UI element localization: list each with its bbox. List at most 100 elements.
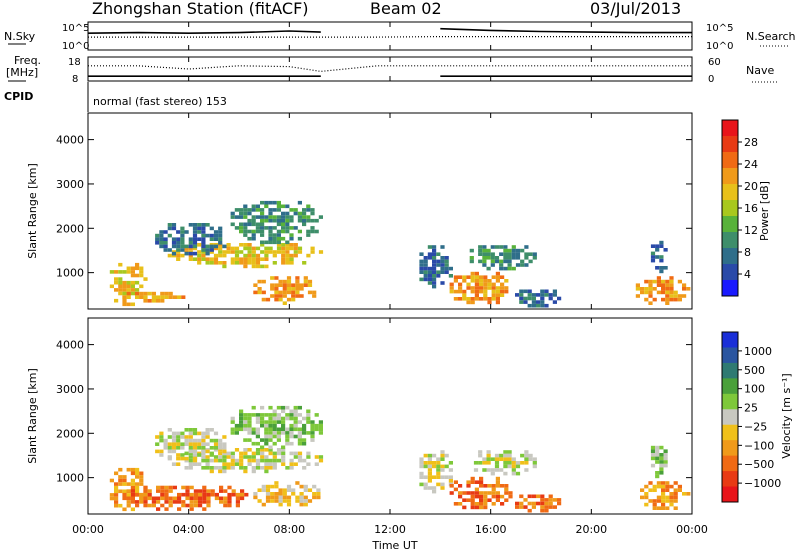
heat-cell-1 bbox=[219, 500, 224, 504]
heat-cell-5 bbox=[260, 218, 265, 223]
heat-cell-2 bbox=[213, 458, 219, 463]
heat-cell-4 bbox=[180, 248, 185, 252]
power-ylabel: Slant Range [km] bbox=[26, 163, 39, 259]
heat-cell-8 bbox=[524, 468, 529, 472]
heat-cell-6 bbox=[440, 263, 445, 267]
colorbar-tick-label-6: −500 bbox=[744, 458, 774, 471]
heat-cell-8 bbox=[507, 450, 512, 454]
heat-cell-2 bbox=[234, 246, 240, 251]
heat-cell-2 bbox=[218, 458, 223, 463]
heat-cell-6 bbox=[432, 475, 437, 479]
heat-cell-5 bbox=[310, 218, 315, 223]
heat-cell-5 bbox=[272, 416, 277, 421]
heat-cell-6 bbox=[423, 475, 428, 479]
heat-cell-9 bbox=[536, 494, 541, 499]
heat-cell-8 bbox=[515, 256, 521, 260]
heat-cell-2 bbox=[239, 451, 244, 456]
heat-cell-7 bbox=[479, 289, 484, 294]
heat-cell-2 bbox=[222, 462, 227, 466]
heat-cell-1 bbox=[143, 492, 148, 497]
heat-cell-10 bbox=[665, 301, 670, 305]
heat-cell-2 bbox=[289, 451, 294, 456]
heat-cell-2 bbox=[218, 261, 223, 265]
heat-cell-8 bbox=[490, 468, 495, 472]
heat-cell-6 bbox=[436, 475, 441, 479]
heat-cell-2 bbox=[293, 455, 298, 459]
heat-cell-2 bbox=[205, 261, 210, 265]
heat-cell-5 bbox=[297, 200, 302, 205]
heat-cell-5 bbox=[285, 229, 290, 234]
heat-cell-4 bbox=[163, 442, 168, 446]
heat-cell-8 bbox=[503, 453, 508, 458]
heat-cell-2 bbox=[243, 455, 248, 459]
heat-cell-8 bbox=[490, 245, 495, 249]
heat-cell-0 bbox=[130, 291, 135, 296]
heat-cell-0 bbox=[109, 270, 114, 274]
heat-cell-8 bbox=[503, 245, 508, 249]
heat-cell-7 bbox=[491, 487, 496, 492]
heat-cell-4 bbox=[188, 449, 193, 454]
heat-cell-2 bbox=[302, 458, 307, 463]
heat-cell-1 bbox=[151, 299, 156, 303]
heat-cell-5 bbox=[276, 222, 281, 227]
heat-cell-7 bbox=[491, 491, 496, 495]
heat-cell-1 bbox=[206, 496, 211, 501]
heat-cell-0 bbox=[135, 489, 140, 494]
freq-left-unit: [MHz] bbox=[6, 66, 38, 79]
heat-cell-2 bbox=[230, 261, 235, 265]
heat-cell-10 bbox=[661, 279, 666, 284]
heat-cell-4 bbox=[176, 438, 181, 443]
heat-cell-5 bbox=[293, 423, 298, 428]
heat-cell-9 bbox=[544, 303, 549, 308]
heat-cell-3 bbox=[307, 279, 313, 284]
heat-cell-9 bbox=[519, 494, 524, 499]
heat-cell-6 bbox=[419, 482, 424, 487]
heat-cell-5 bbox=[230, 420, 235, 424]
heat-cell-1 bbox=[185, 489, 190, 493]
heat-cell-3 bbox=[278, 495, 283, 500]
heat-cell-6 bbox=[432, 277, 437, 282]
heat-cell-3 bbox=[270, 276, 275, 280]
heat-cell-2 bbox=[306, 455, 311, 459]
heat-cell-4 bbox=[180, 456, 185, 461]
heat-cell-2 bbox=[234, 261, 240, 265]
heat-cell-7 bbox=[462, 293, 467, 297]
heat-cell-0 bbox=[114, 503, 119, 508]
heat-cell-8 bbox=[490, 457, 495, 461]
heat-cell-2 bbox=[197, 462, 202, 466]
heat-cell-5 bbox=[243, 416, 248, 421]
heat-cell-6 bbox=[432, 256, 437, 260]
heat-cell-2 bbox=[197, 253, 202, 258]
heat-cell-8 bbox=[515, 263, 521, 267]
heat-cell-2 bbox=[255, 462, 261, 466]
heat-cell-2 bbox=[222, 451, 227, 456]
heat-cell-3 bbox=[282, 290, 287, 295]
heat-cell-2 bbox=[268, 458, 273, 463]
heat-cell-2 bbox=[226, 250, 231, 254]
heat-cell-11 bbox=[659, 453, 664, 457]
heat-cell-7 bbox=[491, 289, 496, 294]
heat-cell-1 bbox=[147, 496, 152, 501]
heat-cell-1 bbox=[214, 492, 219, 497]
colorbar-tick-label-4: 20 bbox=[744, 180, 758, 193]
heat-cell-0 bbox=[126, 302, 131, 307]
heat-cell-2 bbox=[260, 448, 265, 452]
heat-cell-3 bbox=[299, 294, 304, 298]
heat-cell-2 bbox=[184, 458, 189, 463]
colorbar-swatch-7 bbox=[722, 232, 738, 249]
heat-cell-10 bbox=[669, 279, 674, 284]
heat-cell-5 bbox=[293, 405, 298, 410]
heat-cell-10 bbox=[648, 279, 653, 284]
nsky-left-tick-bottom: 10^0 bbox=[62, 41, 89, 52]
heat-cell-1 bbox=[185, 503, 190, 508]
heat-cell-3 bbox=[270, 287, 275, 291]
heat-cell-7 bbox=[470, 279, 475, 283]
heat-cell-11 bbox=[655, 474, 660, 479]
heat-cell-4 bbox=[213, 446, 219, 450]
heat-cell-3 bbox=[312, 484, 317, 489]
heat-cell-5 bbox=[289, 413, 294, 417]
heat-cell-5 bbox=[318, 431, 323, 435]
heat-cell-1 bbox=[240, 489, 245, 493]
heat-cell-3 bbox=[282, 283, 287, 287]
heat-cell-2 bbox=[239, 466, 244, 470]
